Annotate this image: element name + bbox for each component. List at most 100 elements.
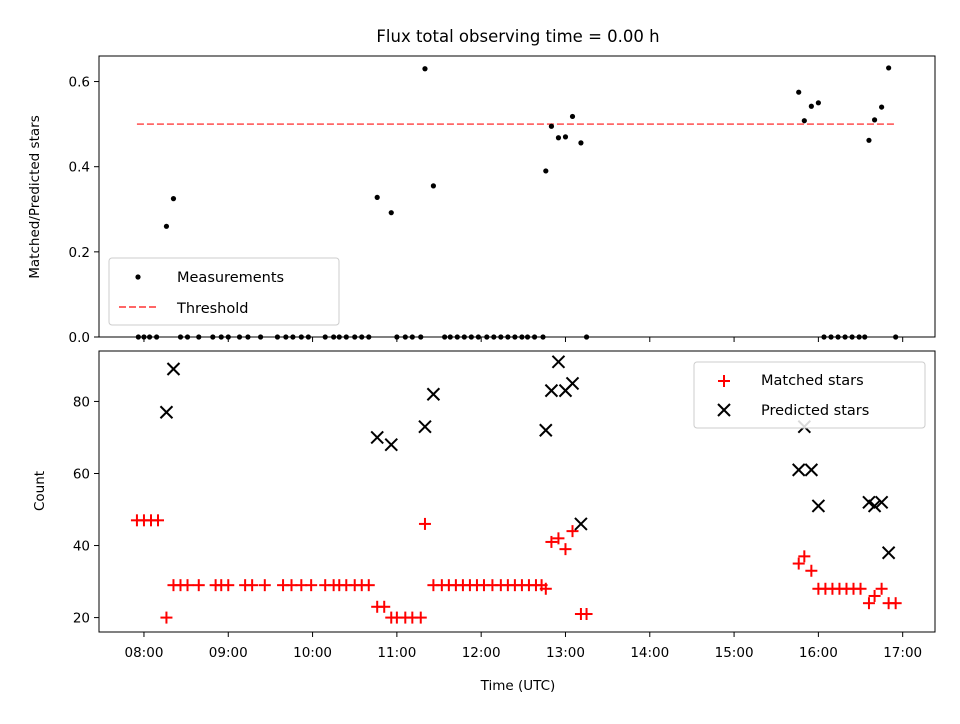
matched-star-point <box>875 582 888 595</box>
predicted-star-point <box>159 405 174 419</box>
predicted-star-point <box>574 517 588 531</box>
x-tick-label: 17:00 <box>883 645 922 661</box>
matched-star-point <box>246 579 259 592</box>
measurement-point <box>331 334 337 340</box>
measurement-point <box>163 223 170 229</box>
measurement-point <box>540 334 546 340</box>
measurement-point <box>196 334 202 340</box>
measurement-point <box>298 334 304 340</box>
predicted-star-point <box>792 463 806 477</box>
measurement-point <box>569 113 576 120</box>
top-y-tick-label: 0.4 <box>69 160 90 176</box>
legend-predicted-marker <box>717 403 731 417</box>
measurement-point <box>498 334 504 340</box>
chart-title: Flux total observing time = 0.00 h <box>376 27 659 46</box>
bottom-y-tick-label: 40 <box>73 539 90 555</box>
matched-star-point <box>181 579 194 592</box>
bottom-y-ticks: 20 40 60 80 <box>73 394 99 627</box>
legend-threshold-label: Threshold <box>176 301 248 317</box>
top-y-ticks: 0.0 0.2 0.4 0.6 <box>69 75 99 346</box>
measurement-point <box>524 334 531 340</box>
measurement-point <box>555 135 562 141</box>
x-axis-label: Time (UTC) <box>480 678 556 694</box>
measurement-point <box>366 334 372 340</box>
matched-star-point <box>378 600 391 613</box>
predicted-star-point <box>867 499 882 513</box>
x-tick-label: 09:00 <box>209 645 248 661</box>
top-legend: Measurements Threshold <box>108 257 340 326</box>
matched-star-point <box>160 611 173 624</box>
measurement-point <box>548 123 555 129</box>
measurement-point <box>184 334 191 340</box>
measurement-point <box>245 334 251 340</box>
measurement-point <box>866 137 872 143</box>
matched-star-point <box>868 589 881 602</box>
measurement-point <box>505 334 511 340</box>
measurement-point <box>842 334 848 340</box>
measurement-point <box>475 334 481 340</box>
top-legend-box <box>108 257 340 326</box>
bottom-legend-box <box>693 361 926 429</box>
measurement-point <box>430 183 436 189</box>
measurement-point <box>796 89 802 95</box>
measurement-point <box>218 334 224 340</box>
matched-star-point <box>792 557 805 570</box>
measurement-point <box>461 334 467 340</box>
bottom-panel: 20 40 60 80 08:00 09:00 10:00 11:00 12:00 13:00 1… <box>32 350 936 694</box>
top-y-tick-label: 0.0 <box>69 330 90 346</box>
measurement-point <box>359 334 365 340</box>
predicted-star-point <box>544 383 559 398</box>
matched-star-point <box>258 579 271 592</box>
measurement-point <box>484 334 490 340</box>
predicted-star-point <box>874 495 889 510</box>
measurement-point <box>422 66 428 72</box>
measurement-point <box>808 103 814 109</box>
predicted-star-point <box>384 437 398 452</box>
matched-star-point <box>418 517 431 530</box>
measurement-point <box>343 334 349 340</box>
matched-star-point <box>305 579 318 592</box>
bottom-y-tick-label: 20 <box>73 611 90 627</box>
measurement-point <box>274 334 281 340</box>
measurement-point <box>491 334 497 340</box>
measurement-point <box>519 334 525 340</box>
measurement-point <box>336 334 342 340</box>
predicted-star-point <box>881 546 896 560</box>
measurement-point <box>305 334 311 340</box>
measurement-point <box>468 334 474 340</box>
legend-matched-marker <box>718 375 730 387</box>
measurement-point <box>442 334 448 340</box>
x-tick-label: 10:00 <box>293 645 332 661</box>
predicted-star-point <box>370 430 384 445</box>
bottom-plot-area <box>130 355 902 624</box>
matched-star-point <box>362 579 375 592</box>
top-y-tick-label: 0.2 <box>69 245 90 261</box>
measurement-point <box>322 334 328 340</box>
predicted-star-point <box>418 419 432 434</box>
measurement-point <box>135 334 141 340</box>
measurement-point <box>578 140 584 146</box>
measurement-point <box>562 134 569 140</box>
measurement-point <box>815 100 821 106</box>
measurement-point <box>146 334 153 340</box>
measurement-point <box>177 334 184 340</box>
measurement-point <box>257 334 264 340</box>
measurement-point <box>886 65 892 71</box>
predicted-star-point <box>539 423 553 437</box>
measurement-point <box>512 334 518 340</box>
measurement-point <box>856 334 862 340</box>
bottom-x-ticks: 08:00 09:00 10:00 11:00 12:00 13:00 14:00 15:00… <box>125 632 922 661</box>
measurement-point <box>154 334 160 340</box>
measurement-point <box>210 334 216 340</box>
predicted-star-point <box>426 387 441 401</box>
x-tick-label: 14:00 <box>630 645 669 661</box>
legend-measurements-label: Measurements <box>177 270 284 286</box>
matched-star-point <box>545 535 558 548</box>
measurement-point <box>402 334 408 340</box>
measurement-point <box>352 334 358 340</box>
matched-star-point <box>798 550 811 563</box>
predicted-star-point <box>551 355 566 369</box>
x-tick-label: 15:00 <box>715 645 754 661</box>
measurement-point <box>388 210 394 216</box>
